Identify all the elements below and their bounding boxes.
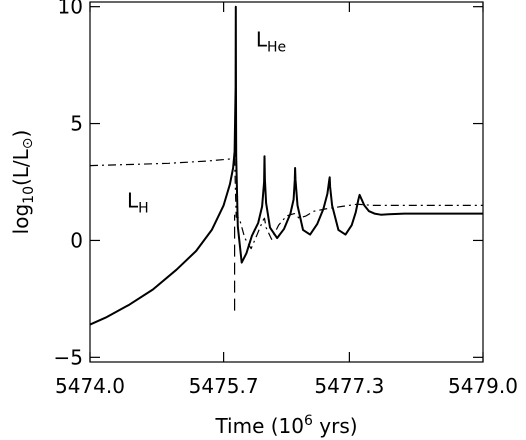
series-layer	[89, 5, 483, 326]
y-axis-title: log10(L/L⊙)	[9, 130, 37, 235]
series-line-solid	[89, 5, 483, 326]
series-line-dashdot	[89, 158, 483, 250]
y-tick-label: 0	[70, 228, 83, 252]
x-axis-title: Time (106 yrs)	[214, 413, 357, 438]
y-tick-label: 5	[70, 112, 83, 136]
x-tick-label: 5479.0	[448, 374, 518, 398]
y-tick-label: 10	[58, 0, 83, 19]
plot-frame	[89, 1, 484, 363]
y-tick-label: −5	[54, 345, 83, 369]
x-tick-label: 5474.0	[55, 374, 125, 398]
annotation-helium-luminosity: LHe	[256, 27, 286, 55]
x-tick-label: 5475.7	[189, 374, 259, 398]
annotation-hydrogen-luminosity: LH	[127, 189, 149, 217]
x-tick-label: 5477.3	[314, 374, 384, 398]
ticks-layer	[89, 2, 484, 362]
labels-layer: 5474.0 5475.7 5477.3 5479.0 −5 0 5 10	[54, 0, 518, 398]
